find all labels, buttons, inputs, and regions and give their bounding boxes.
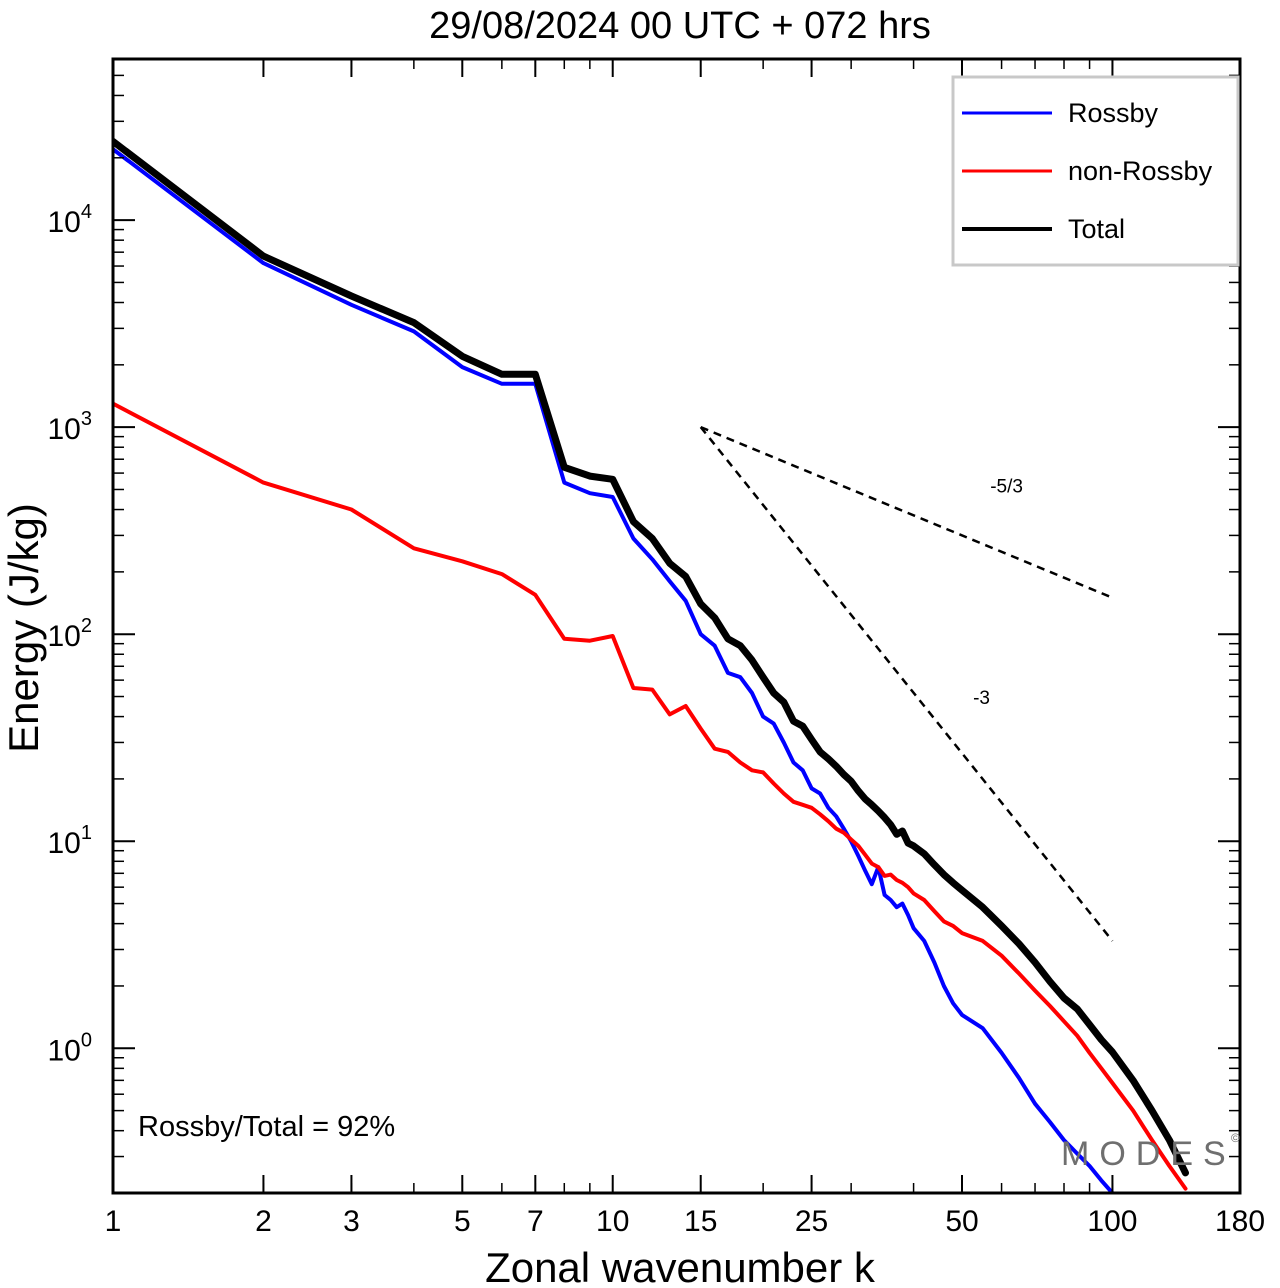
legend-label: Total [1068, 214, 1125, 244]
y-tick-label: 104 [48, 201, 93, 239]
y-tick-label: 102 [48, 615, 93, 653]
y-axis-title: Energy (J/kg) [0, 503, 47, 753]
modes-watermark: MODES [1061, 1135, 1236, 1173]
y-tick-label: 101 [48, 822, 93, 860]
series-total [113, 137, 1189, 1177]
legend-label: Rossby [1068, 98, 1159, 128]
x-tick-label: 3 [343, 1205, 360, 1238]
x-tick-label: 180 [1215, 1205, 1265, 1238]
reference-line-slope-5-3 [700, 425, 1113, 599]
reference-slope-lines: -5/3 -3 [699, 425, 1114, 942]
x-tick-label: 100 [1087, 1205, 1137, 1238]
reference-line-label: -3 [973, 688, 990, 709]
legend-label: non-Rossby [1068, 156, 1213, 186]
series-lines [113, 137, 1189, 1193]
x-tick-label: 50 [945, 1205, 978, 1238]
x-tick-label: 1 [105, 1205, 122, 1238]
y-axis: 100 101 102 103 104 [48, 58, 1240, 1194]
plot-frame [111, 57, 1242, 1195]
x-axis-title: Zonal wavenumber k [485, 1244, 876, 1288]
y-tick-label: 100 [48, 1029, 93, 1067]
x-tick-label: 15 [684, 1205, 717, 1238]
x-tick-label: 7 [527, 1205, 544, 1238]
x-tick-label: 2 [255, 1205, 272, 1238]
x-tick-label: 10 [596, 1205, 629, 1238]
x-tick-label: 25 [795, 1205, 828, 1238]
series-rossby [113, 147, 1115, 1193]
y-tick-label: 103 [48, 408, 93, 446]
rossby-total-ratio: Rossby/Total = 92% [138, 1111, 395, 1143]
legend: Rossby non-Rossby Total [951, 75, 1240, 267]
reference-line-label: -5/3 [990, 476, 1023, 497]
chart-title: 29/08/2024 00 UTC + 072 hrs [429, 5, 931, 47]
copyright-symbol: © [1231, 1131, 1240, 1145]
series-non-rossby [113, 401, 1188, 1191]
x-tick-label: 5 [454, 1205, 471, 1238]
reference-line-slope-3 [699, 426, 1114, 942]
x-axis: 1 2 3 5 7 10 15 25 50 100 180 [105, 59, 1265, 1238]
